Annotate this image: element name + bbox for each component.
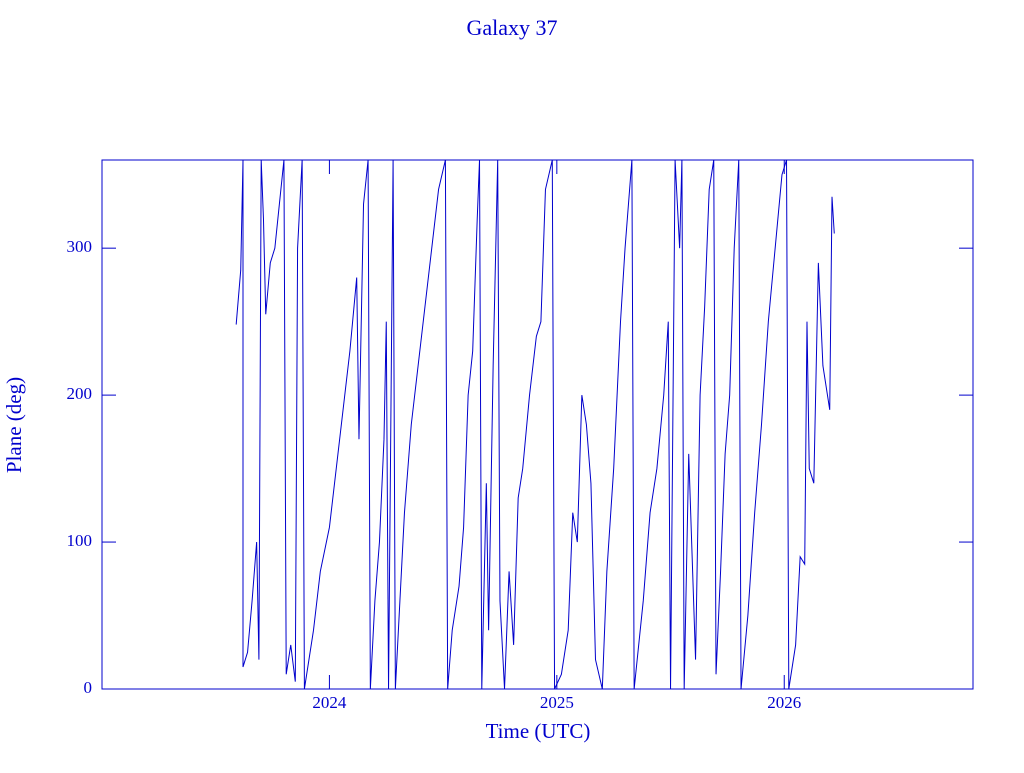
x-axis-label: Time (UTC) bbox=[486, 719, 591, 743]
y-tick-label: 100 bbox=[67, 531, 93, 550]
y-tick-label: 300 bbox=[67, 237, 93, 256]
x-tick-label: 2024 bbox=[312, 693, 347, 712]
x-tick-label: 2025 bbox=[540, 693, 574, 712]
chart-title: Galaxy 37 bbox=[466, 15, 557, 40]
y-axis-label: Plane (deg) bbox=[2, 377, 26, 473]
y-tick-label: 200 bbox=[67, 384, 93, 403]
data-line bbox=[235, 159, 835, 690]
plot-frame bbox=[101, 159, 974, 690]
x-tick-label: 2026 bbox=[767, 693, 801, 712]
y-tick-label: 0 bbox=[84, 678, 93, 697]
